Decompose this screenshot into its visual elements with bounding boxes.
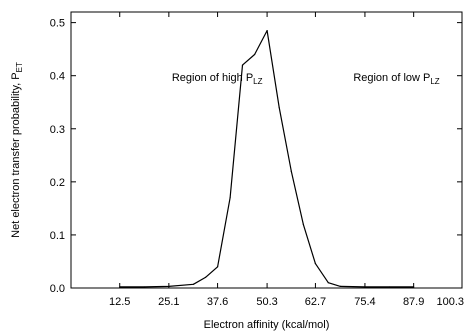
series-line — [119, 30, 414, 288]
x-tick-label: 12.5 — [109, 296, 130, 308]
data-point — [364, 286, 366, 288]
data-point — [388, 286, 391, 288]
y-axis-label-sub: ET — [15, 62, 24, 72]
x-tick-label: 62.7 — [305, 296, 326, 308]
data-point — [278, 106, 280, 109]
data-point — [168, 285, 170, 288]
y-tick-label: 0.2 — [50, 177, 65, 189]
data-point — [192, 283, 195, 285]
y-axis-label-main: Net electron transfer probability, P — [10, 72, 22, 237]
data-point — [413, 286, 415, 288]
data-point — [290, 170, 292, 172]
data-point — [241, 64, 244, 66]
x-tick-label: 100.3 — [436, 296, 464, 308]
data-point — [266, 29, 268, 32]
y-tick-label: 0.4 — [50, 71, 65, 83]
x-tick-label: 37.6 — [207, 296, 228, 308]
x-axis-label: Electron affinity (kcal/mol) — [204, 319, 330, 331]
y-tick-label: 0.0 — [50, 283, 65, 295]
annotation-low-text: Region of low P — [353, 72, 430, 84]
x-tick-label: 75.4 — [354, 296, 375, 308]
annotation-high-text: Region of high P — [172, 72, 253, 84]
y-tick-label: 0.3 — [50, 124, 65, 136]
data-point — [314, 262, 317, 265]
data-point — [216, 266, 219, 268]
y-tick-label: 0.1 — [50, 230, 65, 242]
data-point — [204, 276, 207, 278]
annotation-high: Region of high PLZ — [172, 72, 263, 86]
data-point — [119, 286, 121, 288]
annotation-low-sub: LZ — [430, 77, 439, 86]
y-axis-label: Net electron transfer probability, PET — [10, 62, 24, 238]
x-tick-label: 87.9 — [403, 296, 424, 308]
annotation-low: Region of low PLZ — [353, 72, 439, 86]
annotation-high-sub: LZ — [253, 77, 262, 86]
x-tick-label: 25.1 — [158, 296, 179, 308]
x-tick-label: 50.3 — [256, 296, 277, 308]
data-point — [254, 53, 256, 56]
data-point — [339, 285, 341, 288]
data-point — [302, 223, 304, 225]
y-tick-label: 0.5 — [50, 18, 65, 30]
data-point — [143, 286, 145, 288]
data-point — [327, 282, 329, 284]
plot-frame — [70, 11, 463, 289]
data-point — [229, 197, 231, 199]
